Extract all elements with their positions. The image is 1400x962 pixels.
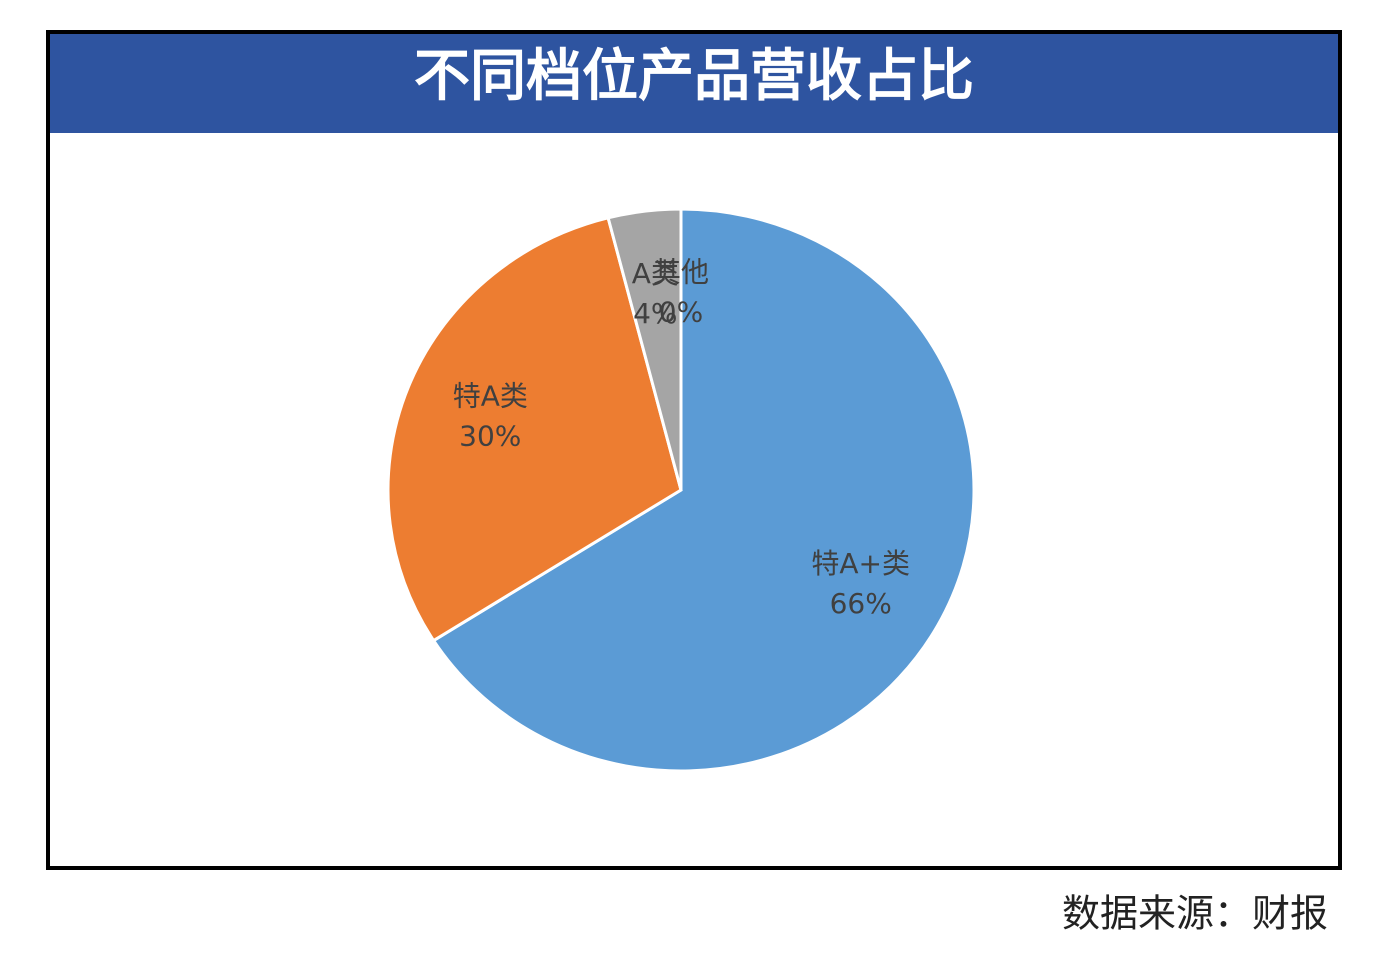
- slice-label: 特A+类: [811, 547, 910, 580]
- value-label: 66%: [830, 587, 892, 620]
- slice-label: 特A类: [453, 380, 528, 413]
- slice-label: A类: [632, 257, 679, 290]
- chart-title: 不同档位产品营收占比: [414, 44, 974, 109]
- pie-slice: [431, 207, 976, 773]
- source-note: 数据来源：财报: [1062, 892, 1328, 936]
- value-label: 4%: [633, 297, 677, 330]
- title-bar: [50, 34, 1338, 133]
- slice-label: 其他: [653, 255, 709, 288]
- pie-slice: [386, 216, 683, 643]
- value-label: 30%: [459, 420, 521, 453]
- value-label: 0%: [659, 295, 703, 328]
